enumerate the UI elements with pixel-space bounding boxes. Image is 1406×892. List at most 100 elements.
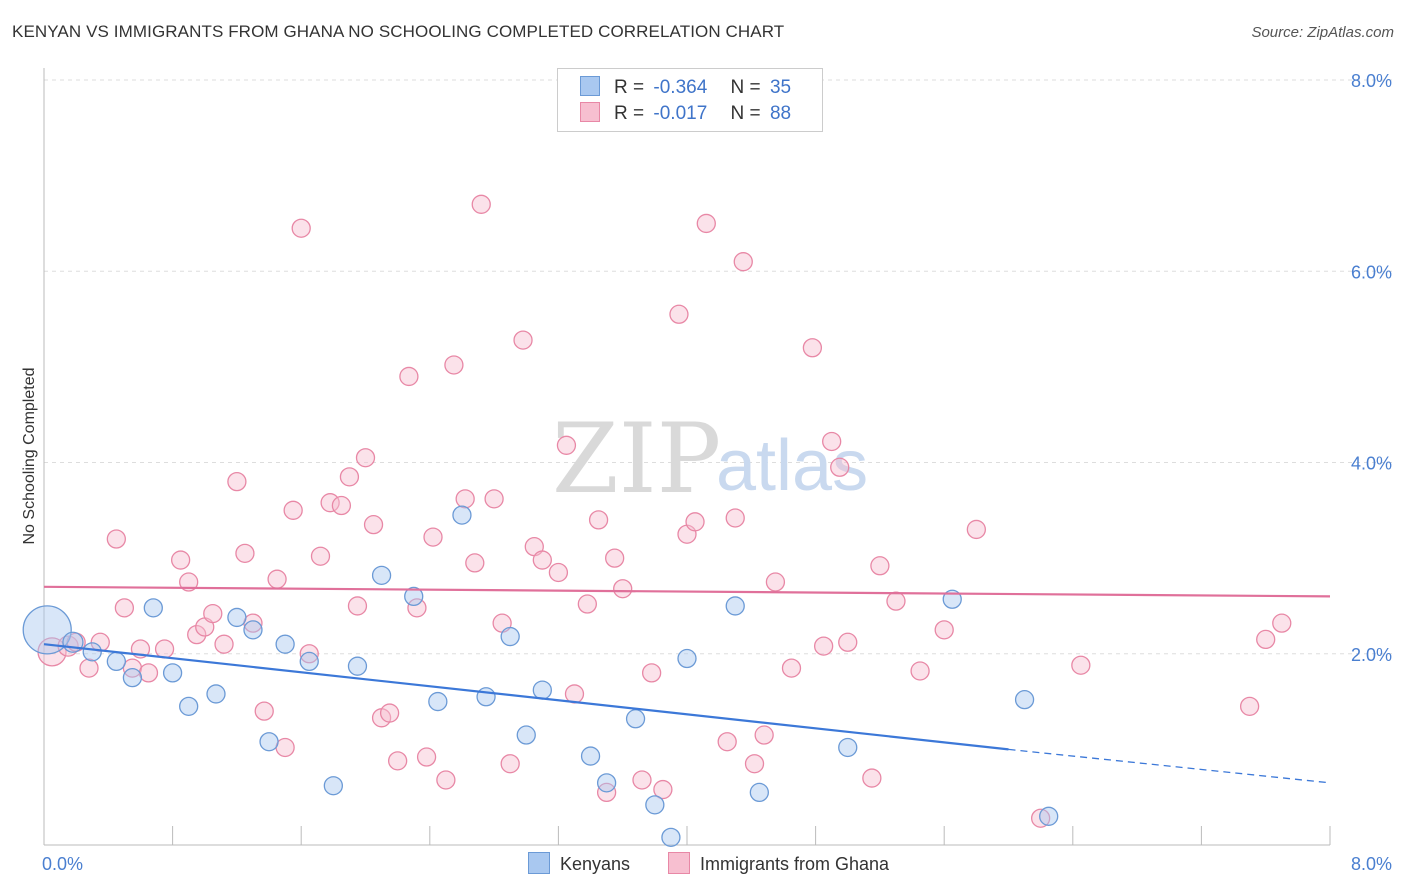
ghana-point [484, 489, 504, 509]
legend-label: Kenyans [560, 854, 631, 874]
correlation-legend: R = -0.364 N = 35 R = -0.017 N = 88 [557, 68, 823, 132]
ghana-point [379, 703, 400, 723]
legend-row-ghana: R = -0.017 N = 88 [580, 102, 791, 126]
ghana-point [765, 572, 786, 592]
kenyan-point [62, 631, 84, 653]
ghana-point [886, 591, 906, 611]
chart-title: KENYAN VS IMMIGRANTS FROM GHANA NO SCHOO… [12, 22, 785, 41]
kenyan-point [347, 656, 368, 676]
ghana-point [500, 754, 520, 774]
legend-n-value: 35 [769, 77, 792, 98]
kenyan-point [323, 776, 344, 796]
legend-r-value: -0.017 [653, 103, 708, 124]
kenyan-point [404, 586, 424, 607]
ghana-point [641, 663, 662, 683]
ghana-point [339, 467, 360, 487]
ghana-point [227, 471, 247, 492]
ghana-point [717, 732, 737, 752]
ghana-point [1071, 655, 1091, 675]
ghana-point [669, 304, 689, 324]
kenyan-point [122, 668, 143, 688]
trend-lines [43, 585, 1331, 784]
kenyan-point [516, 725, 536, 745]
kenyan-point [476, 687, 496, 707]
kenyans-swatch [580, 76, 600, 96]
ghana-point [79, 658, 99, 678]
kenyan-point [725, 596, 745, 616]
legend-label: Immigrants from Ghana [700, 854, 890, 874]
kenyan-point [82, 642, 102, 662]
kenyan-point [661, 827, 681, 847]
ghana-point [387, 751, 408, 771]
kenyan-trend-extension [1008, 748, 1331, 784]
ghana-point [310, 546, 331, 566]
y-axis-label: No Schooling Completed [21, 368, 38, 545]
kenyan-point [243, 620, 263, 640]
kenyan-point [371, 565, 392, 585]
ghana-point [822, 431, 842, 452]
watermark-atlas: atlas [716, 426, 868, 506]
ghana-point [781, 658, 802, 678]
ghana-point [653, 779, 673, 800]
kenyan-point [428, 691, 448, 712]
ghana-point [347, 596, 368, 616]
ghana-point [407, 598, 427, 618]
ghana-point [187, 624, 207, 645]
ghana-point [179, 572, 199, 592]
kenyan-point [500, 626, 520, 647]
ghana-point [632, 770, 652, 790]
ghana-point [564, 684, 585, 704]
kenyans-swatch [528, 852, 550, 874]
ghana-point [548, 562, 569, 583]
tick-labels: 2.0% 4.0% 6.0% 8.0% 0.0% 8.0% [42, 71, 1392, 874]
ghana-point [436, 770, 456, 790]
ghana-point [532, 550, 552, 570]
ghana-point [802, 338, 823, 358]
ghana-point [320, 493, 340, 513]
legend-row-kenyans: R = -0.364 N = 35 [580, 76, 791, 100]
y-tick-label: 8.0% [1351, 71, 1392, 91]
kenyan-point [143, 598, 163, 618]
ghana-point [870, 556, 890, 576]
kenyan-point [452, 505, 472, 525]
axes [43, 68, 1331, 846]
ghana-point [455, 489, 475, 509]
watermark: ZIP atlas [552, 403, 868, 515]
ghana-point [513, 330, 533, 350]
ghana-point [363, 515, 384, 535]
ghana-point [1256, 629, 1276, 650]
ghana-point [399, 366, 419, 387]
ghana-point [465, 553, 485, 573]
ghana-point [254, 701, 274, 721]
ghana-point [267, 569, 287, 589]
x-tick-label: 8.0% [1351, 854, 1392, 874]
kenyan-point [532, 680, 552, 700]
source-label: Source: ZipAtlas.com [1251, 24, 1394, 41]
ghana-point [813, 636, 834, 656]
ghana-point [235, 543, 255, 563]
ghana-point [154, 639, 175, 659]
y-tick-label: 2.0% [1351, 645, 1392, 665]
ghana-point [744, 754, 765, 774]
ghana-point [1272, 613, 1292, 633]
ghana-point [283, 500, 303, 520]
kenyan-point [838, 737, 858, 758]
grid-lines [44, 79, 1394, 655]
ghana-point [838, 632, 858, 652]
ghana-point [613, 579, 633, 599]
ghana-point [830, 457, 850, 477]
kenyan-point [179, 696, 199, 716]
kenyan-point [942, 589, 962, 609]
kenyan-point [677, 648, 697, 669]
kenyan-point [749, 782, 769, 803]
y-tick-label: 6.0% [1351, 262, 1392, 282]
ghana-point [966, 519, 986, 540]
ghana-point [725, 508, 745, 528]
legend-r-value: -0.364 [653, 77, 708, 98]
kenyan-point [1039, 806, 1059, 826]
ghana-point [444, 355, 464, 375]
ghana-point [577, 594, 597, 614]
ghana-trend-line [43, 585, 1331, 598]
ghana-point [588, 510, 609, 530]
kenyan-point [596, 773, 617, 793]
